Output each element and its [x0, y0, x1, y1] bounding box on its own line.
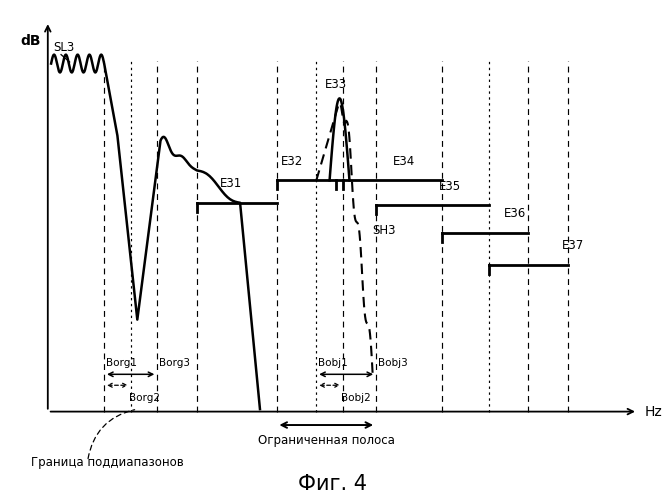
Text: Hz: Hz	[645, 404, 662, 418]
Text: E33: E33	[325, 78, 347, 91]
Text: E37: E37	[562, 240, 584, 252]
Text: E35: E35	[439, 180, 461, 193]
Text: SH3: SH3	[373, 224, 396, 236]
Text: Граница поддиапазонов: Граница поддиапазонов	[31, 456, 184, 469]
Text: Ограниченная полоса: Ограниченная полоса	[258, 434, 395, 447]
Text: dB: dB	[21, 34, 41, 48]
Text: Borg2: Borg2	[129, 393, 160, 403]
Text: E32: E32	[281, 155, 303, 168]
Text: Bobj1: Bobj1	[319, 358, 348, 368]
Text: Borg3: Borg3	[159, 358, 190, 368]
Text: E31: E31	[220, 178, 242, 190]
Text: E34: E34	[393, 155, 415, 168]
Text: E36: E36	[504, 207, 526, 220]
Text: Borg1: Borg1	[106, 358, 137, 368]
Text: Фиг. 4: Фиг. 4	[299, 474, 367, 494]
Text: SL3: SL3	[53, 40, 74, 54]
Text: Bobj3: Bobj3	[378, 358, 407, 368]
Text: Bobj2: Bobj2	[341, 393, 371, 403]
